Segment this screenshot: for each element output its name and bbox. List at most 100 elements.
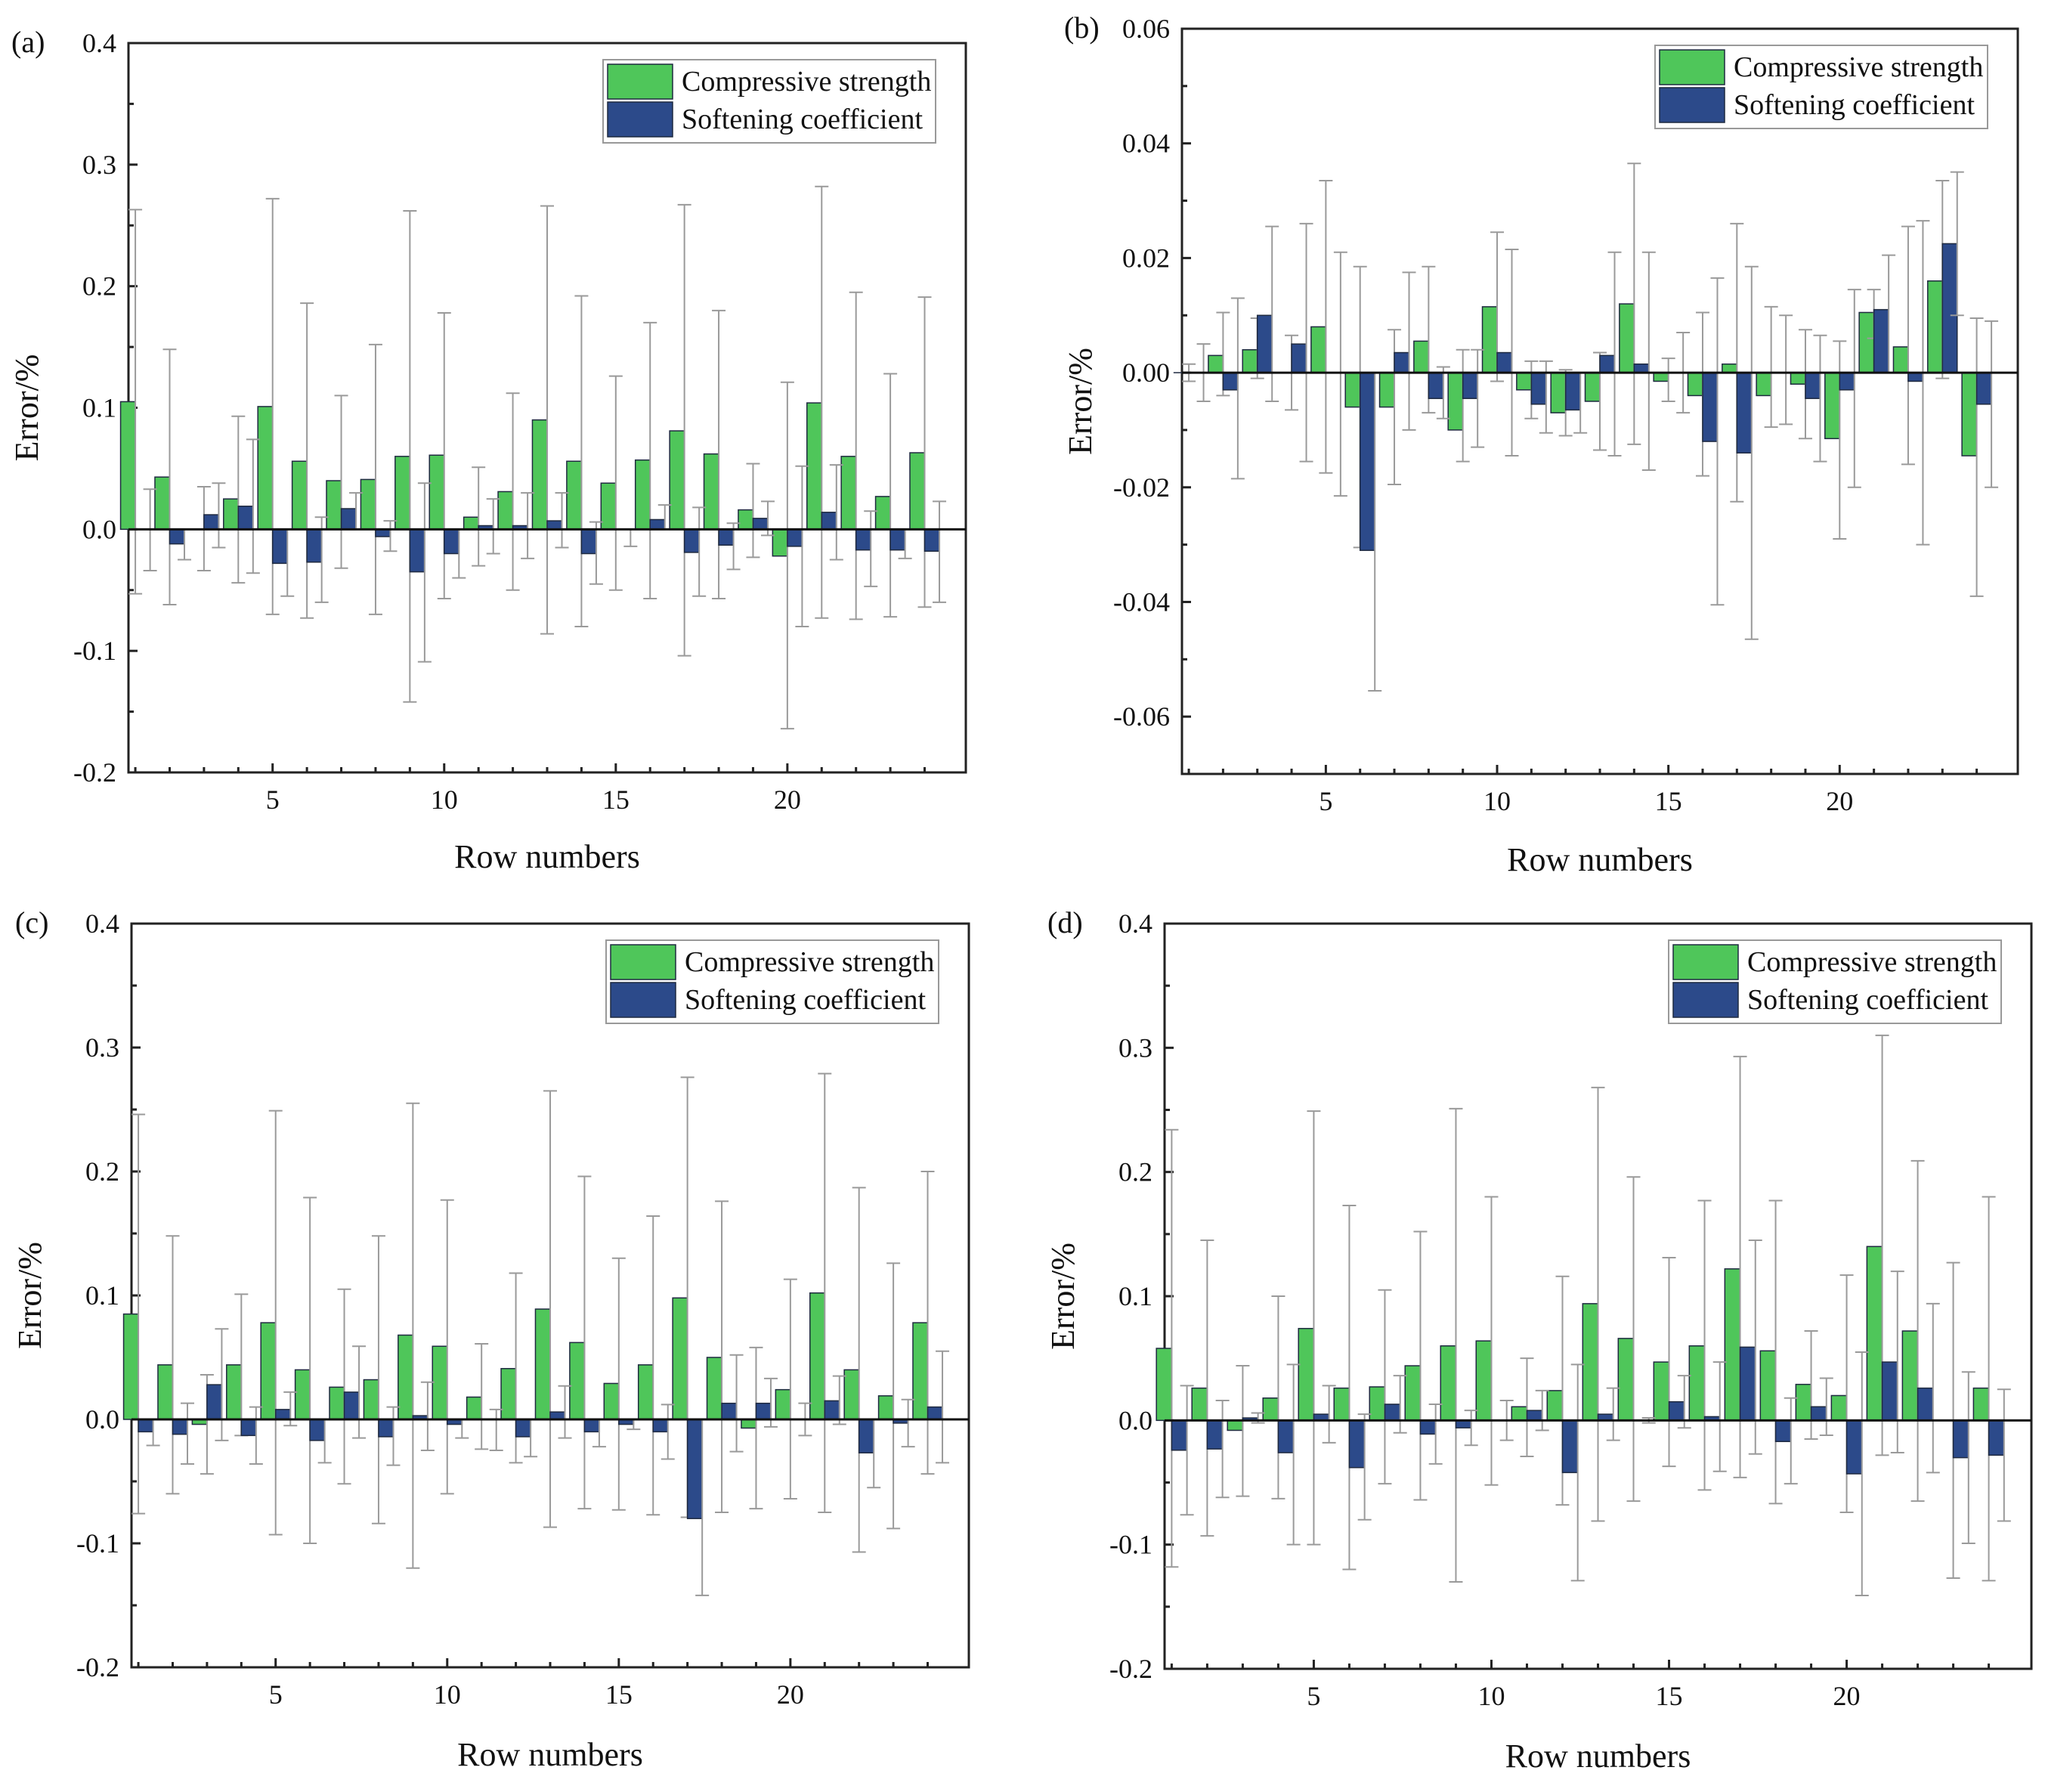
softening-bar-22: [1917, 1387, 1934, 1422]
y-tick-label: 0.0: [1118, 1405, 1152, 1435]
softening-bar-1: [1171, 1419, 1188, 1451]
compressive-bar-21: [1866, 1246, 1883, 1422]
compressive-bar-2: [1191, 1387, 1208, 1422]
legend-swatch-compressive: [607, 63, 673, 100]
softening-bar-4: [1277, 1419, 1295, 1453]
compressive-bar-24: [909, 452, 926, 531]
softening-bar-13: [546, 520, 563, 531]
compressive-bar-16: [634, 459, 651, 531]
compressive-bar-16: [1688, 1345, 1706, 1422]
x-axis-title: Row numbers: [457, 1736, 643, 1773]
softening-bar-9: [1462, 372, 1478, 399]
softening-bar-17: [686, 1419, 703, 1519]
compressive-bar-12: [1546, 1390, 1564, 1422]
compressive-bar-5: [260, 1322, 277, 1420]
softening-bar-19: [1810, 1406, 1827, 1422]
softening-bar-18: [718, 528, 735, 546]
x-tick-label: 20: [1833, 1681, 1861, 1711]
softening-bar-11: [1526, 1410, 1543, 1422]
softening-bar-11: [1530, 372, 1547, 405]
legend-swatch-softening: [610, 982, 676, 1018]
compressive-bar-20: [772, 528, 788, 557]
compressive-bar-18: [1759, 1350, 1777, 1422]
compressive-bar-18: [706, 1357, 722, 1420]
softening-bar-24: [1975, 372, 1992, 405]
compressive-bar-16: [637, 1364, 654, 1420]
x-tick-label: 20: [774, 785, 801, 815]
compressive-bar-4: [1262, 1397, 1279, 1422]
softening-bar-16: [1702, 372, 1719, 442]
compressive-bar-24: [1961, 372, 1978, 457]
y-tick-label: 0.4: [82, 28, 116, 58]
softening-bar-19: [755, 1402, 772, 1420]
chart-panel-0: -0.2 -0.1 0.0 0.1 0.2 0.3 0.4 5 10 15 20 (a) Row num…: [8, 25, 967, 875]
compressive-bar-20: [775, 1388, 791, 1420]
y-tick-label: -0.1: [76, 1528, 119, 1558]
softening-bar-21: [1873, 308, 1889, 373]
softening-bar-12: [1561, 1419, 1579, 1474]
y-axis-title: Error/%: [1062, 348, 1099, 455]
y-tick-label: 0.2: [1118, 1157, 1152, 1187]
softening-bar-22: [855, 528, 871, 551]
compressive-bar-21: [1858, 311, 1875, 373]
compressive-bar-7: [326, 480, 342, 531]
softening-bar-17: [1739, 1346, 1756, 1422]
legend-label-softening: Softening coefficient: [1734, 89, 1975, 121]
compressive-bar-17: [1722, 363, 1738, 373]
compressive-bar-10: [1481, 306, 1498, 373]
compressive-bar-13: [1584, 372, 1601, 402]
compressive-bar-15: [603, 1382, 620, 1420]
softening-bar-14: [583, 1419, 600, 1433]
softening-bar-24: [923, 528, 940, 552]
compressive-bar-6: [291, 460, 308, 531]
legend-label-softening: Softening coefficient: [682, 104, 923, 135]
softening-bar-18: [721, 1402, 738, 1420]
x-tick-label: 5: [269, 1679, 283, 1710]
softening-bar-23: [1941, 243, 1958, 373]
compressive-bar-22: [1892, 346, 1909, 373]
softening-bar-7: [1384, 1404, 1401, 1422]
chart-panel-1: -0.06 -0.04 -0.02 0.00 0.02 0.04 0.06 5 10 15 20 (b…: [1062, 11, 2019, 878]
x-tick-label: 20: [777, 1679, 804, 1710]
panel-label: (c): [15, 905, 48, 939]
compressive-bar-18: [703, 453, 719, 531]
softening-bar-17: [1736, 372, 1753, 454]
compressive-bar-19: [738, 509, 754, 531]
softening-bar-21: [1881, 1361, 1898, 1422]
softening-bar-8: [1428, 372, 1444, 399]
softening-bar-2: [1222, 372, 1239, 391]
compressive-bar-4: [226, 1364, 243, 1420]
compressive-bar-3: [1242, 348, 1258, 373]
compressive-bar-15: [1653, 372, 1669, 382]
compressive-bar-5: [257, 406, 274, 531]
softening-bar-6: [1359, 372, 1375, 551]
x-tick-label: 15: [1656, 1681, 1683, 1711]
compressive-bar-11: [1511, 1406, 1528, 1422]
compressive-bar-23: [1927, 280, 1944, 373]
softening-bar-23: [1952, 1419, 1969, 1459]
compressive-bar-3: [1227, 1419, 1244, 1431]
compressive-bar-10: [432, 1345, 448, 1420]
softening-bar-22: [1907, 372, 1924, 382]
y-tick-label: 0.02: [1122, 243, 1170, 273]
softening-bar-3: [1256, 314, 1273, 373]
softening-bar-18: [1774, 1419, 1792, 1443]
compressive-bar-24: [912, 1322, 929, 1420]
compressive-bar-20: [1830, 1394, 1848, 1422]
compressive-bar-17: [672, 1297, 688, 1420]
softening-bar-19: [1805, 372, 1821, 399]
y-tick-label: -0.2: [73, 757, 116, 788]
legend-swatch-compressive: [610, 944, 676, 980]
softening-bar-17: [683, 528, 700, 553]
compressive-bar-8: [360, 478, 376, 531]
compressive-bar-23: [874, 496, 891, 531]
y-tick-label: 0.3: [82, 150, 116, 180]
compressive-bar-24: [1972, 1387, 1990, 1422]
compressive-bar-14: [1619, 303, 1635, 373]
compressive-bar-1: [119, 401, 136, 531]
legend-label-compressive: Compressive strength: [1747, 946, 1997, 978]
x-tick-label: 10: [1477, 1681, 1505, 1711]
y-tick-label: 0.00: [1122, 357, 1170, 388]
x-tick-label: 15: [605, 1679, 633, 1710]
